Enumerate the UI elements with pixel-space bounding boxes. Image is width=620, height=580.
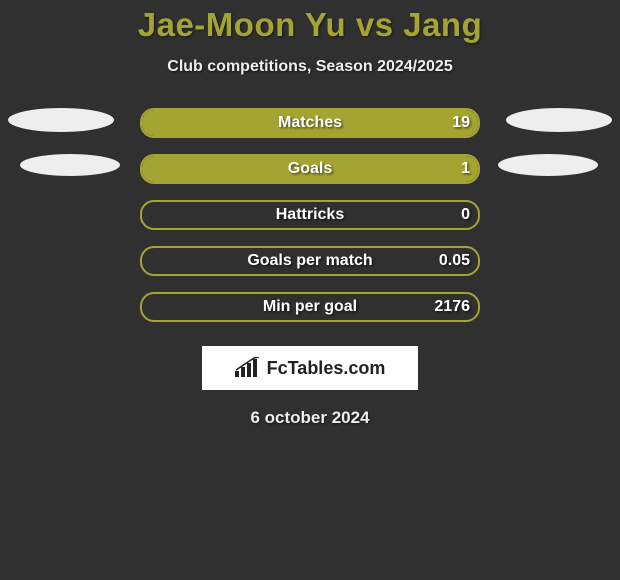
bar-fill xyxy=(142,156,478,182)
brand-badge: FcTables.com xyxy=(202,346,418,390)
stat-row: Goals 1 xyxy=(0,154,620,200)
bar-outline xyxy=(140,154,480,184)
chart-icon xyxy=(235,357,261,379)
bar-outline xyxy=(140,292,480,322)
bar-fill xyxy=(142,110,478,136)
subtitle: Club competitions, Season 2024/2025 xyxy=(0,58,620,76)
bar-outline xyxy=(140,200,480,230)
stat-row: Min per goal 2176 xyxy=(0,292,620,338)
brand-text: FcTables.com xyxy=(267,358,386,379)
stats-region: Matches 19 Goals 1 Hattricks 0 Goals per… xyxy=(0,108,620,338)
stat-row: Matches 19 xyxy=(0,108,620,154)
stat-row: Hattricks 0 xyxy=(0,200,620,246)
bar-outline xyxy=(140,108,480,138)
stat-row: Goals per match 0.05 xyxy=(0,246,620,292)
page-title: Jae-Moon Yu vs Jang xyxy=(0,6,620,44)
bar-outline xyxy=(140,246,480,276)
date-text: 6 october 2024 xyxy=(0,408,620,428)
